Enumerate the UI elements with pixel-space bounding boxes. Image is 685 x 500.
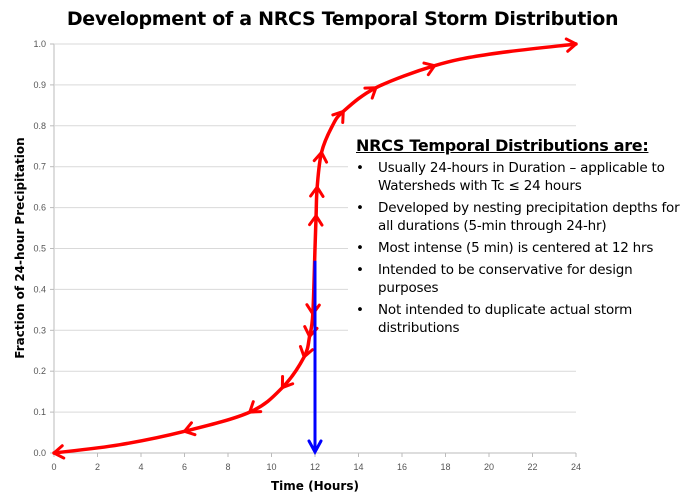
chart-title: Development of a NRCS Temporal Storm Dis… bbox=[66, 8, 619, 30]
x-tick-label: 4 bbox=[138, 462, 143, 472]
note-item: Not intended to duplicate actual storm d… bbox=[356, 301, 685, 337]
arrowhead-icon bbox=[280, 375, 295, 390]
x-tick-label: 16 bbox=[397, 462, 407, 472]
arrowhead-icon bbox=[248, 400, 263, 414]
arrowhead-icon bbox=[363, 86, 378, 100]
arrowhead-icon bbox=[298, 345, 314, 359]
x-tick-label: 24 bbox=[571, 462, 581, 472]
arrowhead-icon bbox=[309, 185, 325, 198]
distribution-curve bbox=[52, 42, 578, 455]
arrowhead-icon bbox=[422, 61, 437, 77]
x-tick-label: 14 bbox=[353, 462, 363, 472]
arrowhead-icon bbox=[183, 421, 197, 437]
x-tick-label: 20 bbox=[484, 462, 494, 472]
y-axis-label: Fraction of 24-hour Precipitation bbox=[13, 137, 27, 358]
arrowhead-icon bbox=[312, 150, 329, 164]
x-tick-label: 8 bbox=[225, 462, 230, 472]
arrowhead-icon bbox=[52, 444, 66, 460]
y-tick-label: 0.1 bbox=[33, 407, 46, 417]
arrowhead-icon bbox=[305, 303, 321, 316]
y-tick-label: 0.6 bbox=[33, 203, 46, 213]
y-tick-label: 1.0 bbox=[33, 39, 46, 49]
note-item: Most intense (5 min) is centered at 12 h… bbox=[356, 239, 685, 257]
note-item: Developed by nesting precipitation depth… bbox=[356, 199, 685, 235]
y-tick-label: 0.2 bbox=[33, 366, 46, 376]
notes-textbox: NRCS Temporal Distributions are: Usually… bbox=[348, 136, 685, 341]
y-tick-label: 0.7 bbox=[33, 162, 46, 172]
x-tick-label: 12 bbox=[310, 462, 320, 472]
y-tick-label: 0.9 bbox=[33, 80, 46, 90]
x-tick-label: 0 bbox=[51, 462, 56, 472]
note-item: Usually 24-hours in Duration – applicabl… bbox=[356, 159, 685, 195]
arrowhead-icon bbox=[308, 214, 324, 227]
y-tick-label: 0.8 bbox=[33, 121, 46, 131]
notes-heading: NRCS Temporal Distributions are: bbox=[356, 136, 649, 155]
x-tick-label: 18 bbox=[440, 462, 450, 472]
down-arrowhead-icon bbox=[307, 439, 323, 456]
y-tick-label: 0.4 bbox=[33, 284, 46, 294]
x-tick-label: 6 bbox=[182, 462, 187, 472]
arrowhead-icon bbox=[564, 37, 578, 53]
x-axis-label: Time (Hours) bbox=[271, 479, 359, 493]
y-tick-label: 0.0 bbox=[33, 448, 46, 458]
x-tick-label: 22 bbox=[527, 462, 537, 472]
x-tick-label: 2 bbox=[95, 462, 100, 472]
y-tick-label: 0.3 bbox=[33, 325, 46, 335]
x-tick-label: 10 bbox=[266, 462, 276, 472]
arrowhead-icon bbox=[331, 109, 345, 124]
y-tick-label: 0.5 bbox=[33, 244, 46, 254]
note-item: Intended to be conservative for design p… bbox=[356, 261, 685, 297]
